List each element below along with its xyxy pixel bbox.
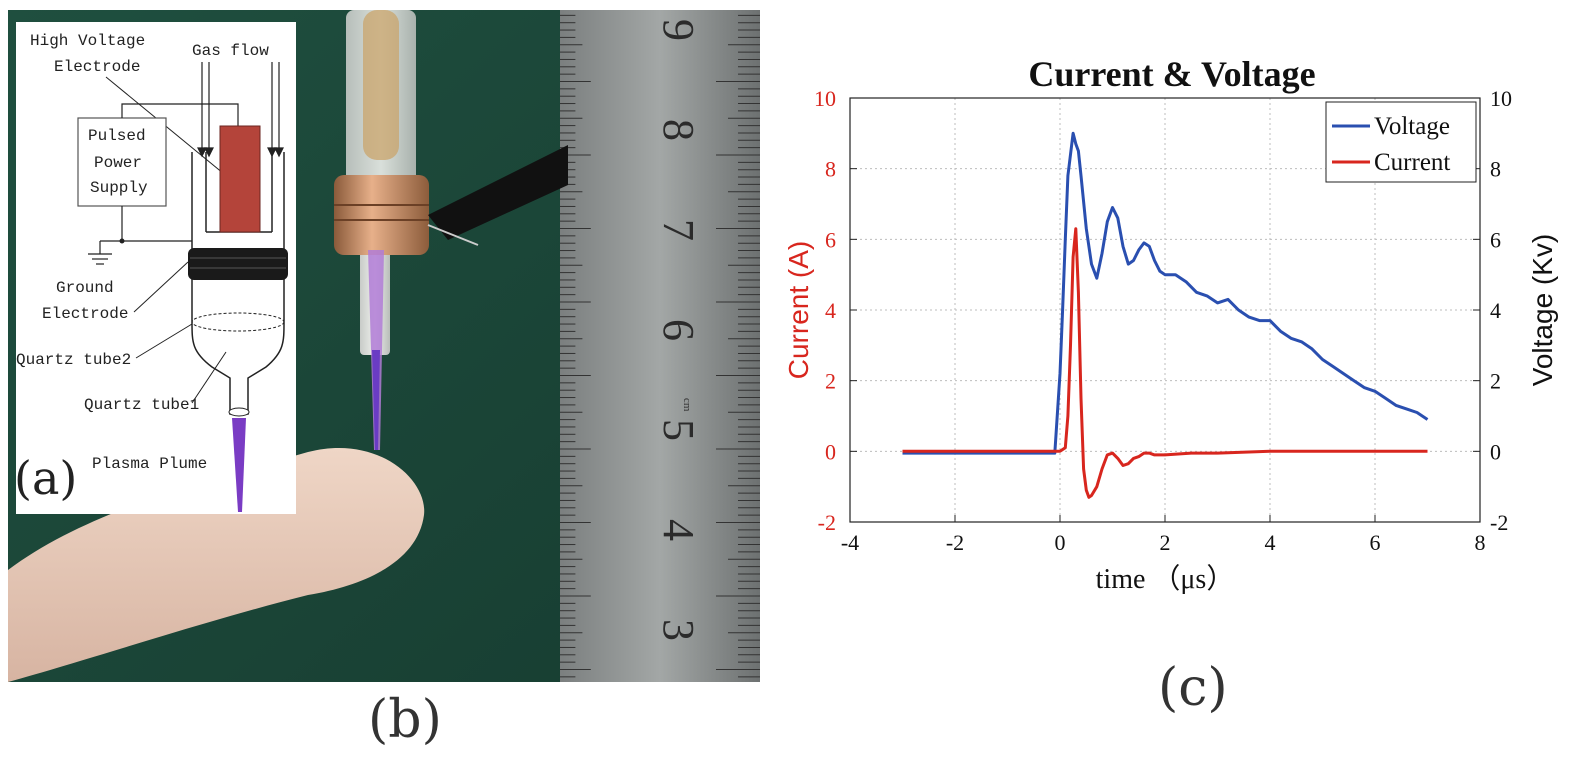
copper-ring-electrode [334, 175, 429, 255]
ruler-unit: cm [681, 398, 693, 412]
x-tick-label: -2 [946, 530, 964, 555]
y-tick-label-right: 8 [1490, 157, 1501, 182]
pulsed-power-supply [77, 117, 167, 207]
ruler-numbers: 9 8 7 6 5 4 3 [654, 19, 703, 641]
legend-current-label: Current [1374, 149, 1450, 176]
ruler-number: 8 [654, 119, 703, 141]
label-gas-flow: Gas flow [192, 42, 269, 60]
label-ground: Ground [56, 279, 114, 297]
x-tick-label: 2 [1160, 530, 1171, 555]
x-tick-label: 0 [1055, 530, 1066, 555]
x-tick-label: 4 [1265, 530, 1276, 555]
ruler-number: 5 [654, 419, 703, 441]
y-tick-label-left: 10 [814, 86, 836, 111]
ruler-ticks [560, 14, 760, 678]
plasma-plume [232, 418, 246, 512]
series-line-voltage [902, 131, 1429, 455]
caption-b: (b) [368, 690, 442, 750]
y-tick-label-right: 6 [1490, 227, 1501, 252]
finger [8, 447, 425, 682]
y-axis-label-right: Voltage (Kv) [1527, 234, 1558, 387]
ruler: 9 8 7 6 5 4 3 cm [560, 10, 760, 682]
label-supply: Supply [90, 179, 148, 197]
caption-c: (c) [1158, 658, 1228, 718]
ground-clip [427, 145, 568, 246]
schematic-panel: High Voltage Electrode Gas flow Pulsed P… [16, 22, 296, 514]
y-tick-label-right: -2 [1490, 510, 1508, 535]
photo-panel: 9 8 7 6 5 4 3 cm [8, 10, 760, 682]
label-electrode: Electrode [54, 58, 140, 76]
y-tick-label-right: 0 [1490, 439, 1501, 464]
y-tick-label-right: 4 [1490, 298, 1501, 323]
panel-letter-a: (a) [16, 451, 77, 505]
y-tick-label-left: -2 [818, 510, 836, 535]
legend-box [1325, 101, 1477, 183]
ruler-number: 4 [654, 519, 703, 541]
x-tick-label: -4 [841, 530, 859, 555]
chart-title: Current & Voltage [1028, 54, 1315, 94]
ruler-number: 6 [654, 319, 703, 341]
legend-voltage-label: Voltage [1374, 113, 1450, 140]
label-pulsed: Pulsed [88, 127, 146, 145]
series-line-current [902, 227, 1428, 499]
y-tick-label-right: 10 [1490, 86, 1512, 111]
y-tick-label-left: 0 [825, 439, 836, 464]
ruler-number: 3 [654, 619, 703, 641]
y-tick-label-left: 4 [825, 298, 836, 323]
x-tick-label: 8 [1475, 530, 1486, 555]
x-axis-label: time （μs） [1096, 563, 1235, 595]
plasma-jet [368, 250, 384, 450]
y-tick-label-left: 2 [825, 369, 836, 394]
x-tick-label: 6 [1370, 530, 1381, 555]
label-power: Power [94, 154, 142, 172]
ground-electrode-band [188, 248, 288, 280]
label-ground-electrode: Electrode [42, 305, 128, 323]
series-layer [902, 131, 1429, 499]
y-tick-label-left: 6 [825, 227, 836, 252]
y-tick-label-right: 2 [1490, 369, 1501, 394]
label-high-voltage: High Voltage [30, 32, 145, 50]
high-voltage-electrode [219, 125, 261, 233]
y-axis-label-left: Current (A) [783, 241, 814, 379]
nozzle-opening [228, 407, 250, 417]
y-tick-label-left: 8 [825, 157, 836, 182]
ruler-number: 9 [654, 19, 703, 41]
label-quartz-tube1: Quartz tube1 [84, 396, 199, 414]
current-voltage-chart: Current & Voltage -4 -2 0 2 4 6 8-20246810-202… [783, 54, 1558, 595]
legend: Voltage Current [1325, 101, 1477, 183]
ground-symbol [88, 241, 112, 265]
label-quartz-tube2: Quartz tube2 [16, 351, 131, 369]
label-plasma-plume: Plasma Plume [92, 455, 207, 473]
ruler-number: 7 [654, 219, 703, 241]
quartz-tube-body [191, 152, 285, 415]
